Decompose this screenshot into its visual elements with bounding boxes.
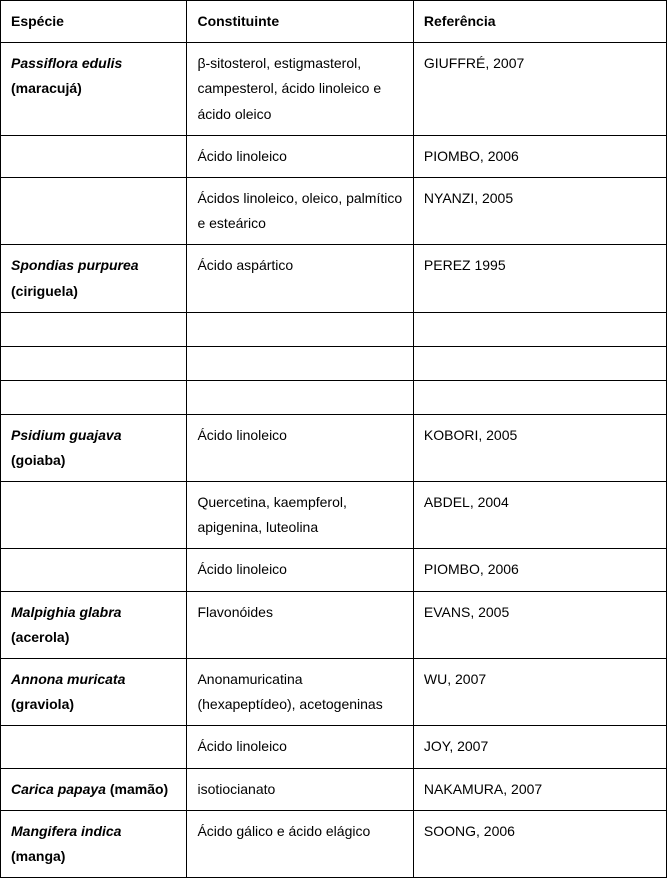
reference-cell: NAKAMURA, 2007 bbox=[413, 768, 666, 810]
species-latin-name: Malpighia glabra bbox=[11, 604, 121, 620]
reference-cell: SOONG, 2006 bbox=[413, 810, 666, 877]
reference-cell: KOBORI, 2005 bbox=[413, 414, 666, 481]
constituent-cell: Anonamuricatina (hexapeptídeo), acetogen… bbox=[187, 659, 413, 726]
reference-cell: WU, 2007 bbox=[413, 659, 666, 726]
species-common-name: (mamão) bbox=[110, 781, 168, 797]
table-body: Espécie Constituinte Referência Passiflo… bbox=[1, 1, 667, 878]
species-cell bbox=[1, 177, 187, 244]
table-row: Spondias purpurea (ciriguela)Ácido aspár… bbox=[1, 245, 667, 312]
species-latin-name: Carica papaya bbox=[11, 781, 106, 797]
reference-cell: PIOMBO, 2006 bbox=[413, 549, 666, 591]
reference-cell: GIUFFRÉ, 2007 bbox=[413, 43, 666, 136]
species-cell: Psidium guajava (goiaba) bbox=[1, 414, 187, 481]
reference-cell bbox=[413, 312, 666, 346]
species-common-name: (ciriguela) bbox=[11, 283, 78, 299]
species-common-name: (graviola) bbox=[11, 696, 74, 712]
constituent-cell bbox=[187, 312, 413, 346]
table-row: Passiflora edulis (maracujá)β-sitosterol… bbox=[1, 43, 667, 136]
constituent-cell: Quercetina, kaempferol, apigenina, luteo… bbox=[187, 482, 413, 549]
reference-cell bbox=[413, 380, 666, 414]
species-cell: Carica papaya (mamão) bbox=[1, 768, 187, 810]
species-cell: Mangifera indica (manga) bbox=[1, 810, 187, 877]
table-row bbox=[1, 380, 667, 414]
species-cell: Malpighia glabra (acerola) bbox=[1, 591, 187, 658]
table-row: Ácido linoleicoPIOMBO, 2006 bbox=[1, 549, 667, 591]
table-row: Ácido linoleicoJOY, 2007 bbox=[1, 726, 667, 768]
table-row: Mangifera indica (manga)Ácido gálico e á… bbox=[1, 810, 667, 877]
constituent-cell: Ácido linoleico bbox=[187, 135, 413, 177]
species-latin-name: Annona muricata bbox=[11, 671, 125, 687]
constituent-cell: Ácido aspártico bbox=[187, 245, 413, 312]
species-common-name: (maracujá) bbox=[11, 80, 82, 96]
table-row: Annona muricata (graviola)Anonamuricatin… bbox=[1, 659, 667, 726]
species-common-name: (goiaba) bbox=[11, 452, 65, 468]
species-latin-name: Mangifera indica bbox=[11, 823, 121, 839]
reference-cell bbox=[413, 346, 666, 380]
species-cell bbox=[1, 312, 187, 346]
species-cell bbox=[1, 380, 187, 414]
constituent-cell: Ácido gálico e ácido elágico bbox=[187, 810, 413, 877]
header-species: Espécie bbox=[1, 1, 187, 43]
table-row bbox=[1, 312, 667, 346]
species-latin-name: Passiflora edulis bbox=[11, 55, 122, 71]
header-reference: Referência bbox=[413, 1, 666, 43]
reference-cell: PEREZ 1995 bbox=[413, 245, 666, 312]
species-cell bbox=[1, 346, 187, 380]
species-cell bbox=[1, 549, 187, 591]
constituent-cell: Ácidos linoleico, oleico, palmítico e es… bbox=[187, 177, 413, 244]
constituent-cell: Ácido linoleico bbox=[187, 726, 413, 768]
species-cell: Annona muricata (graviola) bbox=[1, 659, 187, 726]
table-row: Carica papaya (mamão)isotiocianatoNAKAMU… bbox=[1, 768, 667, 810]
constituent-cell: isotiocianato bbox=[187, 768, 413, 810]
table-row: Psidium guajava (goiaba)Ácido linoleicoK… bbox=[1, 414, 667, 481]
species-cell: Passiflora edulis (maracujá) bbox=[1, 43, 187, 136]
species-cell bbox=[1, 482, 187, 549]
table-row: Malpighia glabra (acerola)FlavonóidesEVA… bbox=[1, 591, 667, 658]
constituent-cell: β-sitosterol, estigmasterol, campesterol… bbox=[187, 43, 413, 136]
species-cell: Spondias purpurea (ciriguela) bbox=[1, 245, 187, 312]
species-cell bbox=[1, 135, 187, 177]
species-latin-name: Spondias purpurea bbox=[11, 257, 139, 273]
constituent-cell: Ácido linoleico bbox=[187, 414, 413, 481]
constituent-cell bbox=[187, 380, 413, 414]
reference-cell: NYANZI, 2005 bbox=[413, 177, 666, 244]
reference-cell: JOY, 2007 bbox=[413, 726, 666, 768]
species-table: Espécie Constituinte Referência Passiflo… bbox=[0, 0, 667, 878]
table-row: Ácido linoleicoPIOMBO, 2006 bbox=[1, 135, 667, 177]
reference-cell: ABDEL, 2004 bbox=[413, 482, 666, 549]
constituent-cell bbox=[187, 346, 413, 380]
species-cell bbox=[1, 726, 187, 768]
constituent-cell: Flavonóides bbox=[187, 591, 413, 658]
species-common-name: (manga) bbox=[11, 848, 65, 864]
table-row: Quercetina, kaempferol, apigenina, luteo… bbox=[1, 482, 667, 549]
species-common-name: (acerola) bbox=[11, 629, 69, 645]
table-row bbox=[1, 346, 667, 380]
reference-cell: PIOMBO, 2006 bbox=[413, 135, 666, 177]
table-row: Ácidos linoleico, oleico, palmítico e es… bbox=[1, 177, 667, 244]
table-header-row: Espécie Constituinte Referência bbox=[1, 1, 667, 43]
reference-cell: EVANS, 2005 bbox=[413, 591, 666, 658]
species-latin-name: Psidium guajava bbox=[11, 427, 121, 443]
header-constituent: Constituinte bbox=[187, 1, 413, 43]
constituent-cell: Ácido linoleico bbox=[187, 549, 413, 591]
